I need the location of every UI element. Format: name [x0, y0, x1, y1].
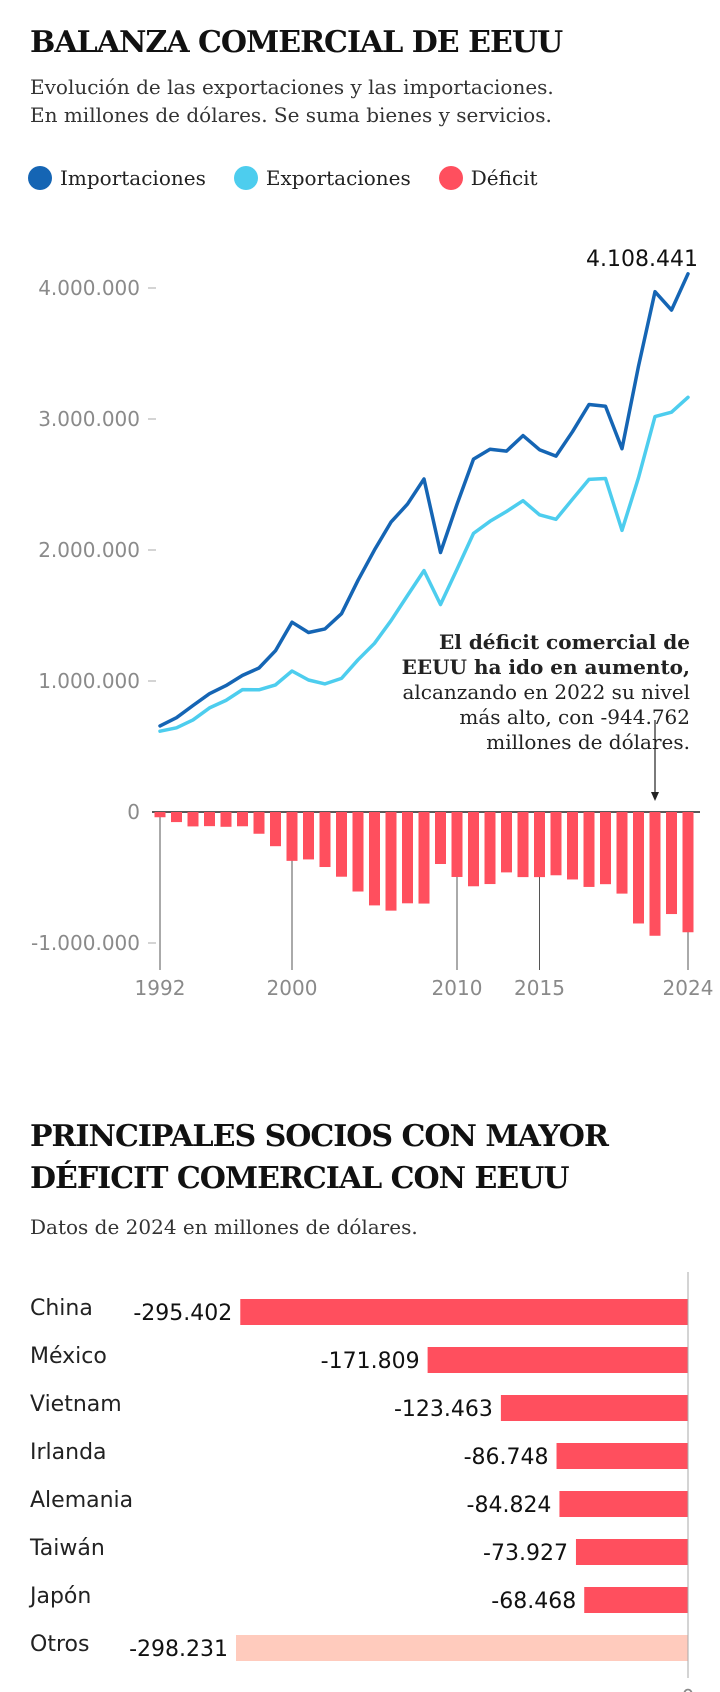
trade-balance-chart: -1.000.000 0 1.000.000 2.000.000 3.000.000 4.… [31, 247, 714, 1000]
partner-bar [584, 1587, 688, 1613]
partner-bar [556, 1443, 688, 1469]
x-tick-label: 2015 [514, 976, 565, 1000]
deficit-bar [385, 812, 397, 911]
chart-title: BALANZA COMERCIAL DE EEUU [30, 25, 563, 60]
partner-bar [240, 1299, 688, 1325]
deficit-bar [402, 812, 413, 904]
annotation-line5: millones de dólares. [486, 730, 690, 754]
partner-value-label: -298.231 [129, 1637, 228, 1662]
y-tick-label: 2.000.000 [38, 538, 140, 562]
legend-item-exports: Exportaciones [233, 166, 411, 190]
imports-line [158, 272, 690, 728]
x-tick-label: 2010 [432, 976, 483, 1000]
deficit-bar [451, 812, 463, 877]
deficit-bar [600, 812, 611, 885]
deficit-bar [352, 812, 364, 892]
legend-label-imports: Importaciones [60, 166, 206, 190]
partner-bar [575, 1539, 688, 1565]
x-tick-label: 2000 [267, 976, 318, 1000]
x-tick-label: 2024 [663, 976, 714, 1000]
deficit-bar [154, 812, 166, 818]
deficit-bar [616, 812, 628, 894]
deficit-bar [682, 812, 694, 933]
partner-name: Taiwán [29, 1536, 105, 1561]
deficit-bar [567, 812, 578, 880]
partner-value-label: -171.809 [321, 1349, 420, 1374]
partner-value-label: -68.468 [491, 1589, 576, 1614]
annotation-bold-line2: EEUU ha ido en aumento, [401, 655, 690, 679]
deficit-bar [418, 812, 430, 904]
annotation-arrow-head [651, 792, 659, 801]
deficit-bar [517, 812, 529, 878]
deficit-bar [237, 812, 248, 827]
annotation-line3: alcanzando en 2022 su nivel [402, 680, 690, 704]
deficit-bar [501, 812, 512, 873]
legend-swatch-exports [233, 166, 258, 190]
partner-name: Alemania [30, 1488, 133, 1513]
legend-swatch-imports [28, 166, 52, 190]
deficit-bar [484, 812, 496, 885]
y-tick-label: 0 [127, 800, 140, 824]
partner-name: Otros [30, 1632, 89, 1657]
legend-label-exports: Exportaciones [265, 166, 411, 190]
deficit-bar [336, 812, 347, 877]
deficit-bar [583, 812, 595, 887]
partner-bar [427, 1347, 688, 1373]
section2-subtitle: Datos de 2024 en millones de dólares. [30, 1215, 418, 1239]
partner-value-label: -123.463 [394, 1397, 493, 1422]
legend: Importaciones Exportaciones Déficit [28, 166, 566, 190]
deficit-bar [468, 812, 479, 887]
y-tick-label: 1.000.000 [38, 669, 140, 693]
deficit-bar [187, 812, 199, 827]
y-tick-label: 4.000.000 [38, 276, 140, 300]
deficit-bar [270, 812, 281, 847]
zero-axis-label: 0 [682, 1685, 695, 1692]
partner-name: Vietnam [30, 1392, 122, 1417]
partners-deficit-chart: China -295.402 México -171.809 Vietnam -123.4… [28, 1272, 695, 1692]
last-import-value-label: 4.108.441 [586, 247, 698, 272]
chart-subtitle-line2: En millones de dólares. Se suma bienes y… [30, 103, 552, 127]
partner-name: Irlanda [30, 1440, 107, 1465]
x-tick-label: 1992 [135, 976, 186, 1000]
legend-label-deficit: Déficit [470, 166, 538, 190]
partner-bar [236, 1635, 688, 1661]
deficit-bar [534, 812, 545, 878]
deficit-bar [253, 812, 265, 834]
section2-title-line1: PRINCIPALES SOCIOS CON MAYOR [30, 1119, 609, 1154]
legend-swatch-deficit [438, 166, 463, 190]
chart-subtitle-line1: Evolución de las exportaciones y las imp… [30, 75, 554, 99]
deficit-bar [204, 812, 215, 827]
deficit-bar [649, 812, 661, 936]
section2-title-line2: DÉFICIT COMERCIAL CON EEUU [30, 1161, 570, 1196]
partner-value-label: -86.748 [464, 1445, 549, 1470]
deficit-bar [435, 812, 446, 865]
y-tick-label: -1.000.000 [31, 931, 140, 955]
partner-bar [559, 1491, 688, 1517]
deficit-bar [303, 812, 314, 860]
y-tick-label: 3.000.000 [38, 407, 140, 431]
deficit-bar [633, 812, 644, 924]
exports-line [158, 395, 690, 733]
partner-value-label: -84.824 [467, 1493, 552, 1518]
deficit-annotation: El déficit comercial de EEUU ha ido en a… [330, 630, 690, 755]
deficit-bar [550, 812, 562, 876]
partner-name: México [30, 1344, 107, 1369]
annotation-bold-line1: El déficit comercial de [439, 630, 690, 654]
deficit-bar [220, 812, 232, 827]
legend-item-imports: Importaciones [28, 166, 206, 190]
partner-name: Japón [28, 1584, 91, 1609]
partner-name: China [30, 1296, 93, 1321]
partner-value-label: -295.402 [133, 1301, 232, 1326]
deficit-bar [666, 812, 677, 915]
annotation-line4: más alto, con -944.762 [459, 705, 690, 729]
legend-item-deficit: Déficit [438, 166, 538, 190]
deficit-bar [171, 812, 182, 823]
partner-bar [500, 1395, 688, 1421]
partner-value-label: -73.927 [483, 1541, 568, 1566]
deficit-bar [319, 812, 331, 868]
deficit-bar [286, 812, 298, 861]
deficit-bar [369, 812, 380, 906]
